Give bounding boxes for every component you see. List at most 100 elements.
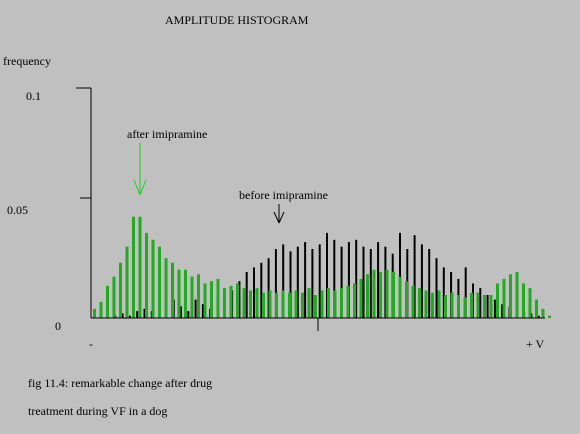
arrow-before-icon <box>273 204 285 224</box>
y-tick-label: 0 <box>55 319 61 333</box>
bar-after <box>476 292 480 318</box>
bar-after <box>528 288 532 318</box>
bar-after <box>229 285 233 318</box>
bar-after <box>125 246 129 318</box>
bar-after <box>392 272 395 318</box>
bar-after <box>359 278 363 318</box>
annotation-after-label: after imipramine <box>127 127 207 141</box>
bar-before <box>501 304 504 318</box>
bar-after <box>106 285 109 318</box>
bar-before <box>304 242 307 318</box>
bar-after <box>483 295 486 318</box>
figure-caption-line: treatment during VF in a dog <box>28 404 168 418</box>
bar-after <box>548 315 551 318</box>
bar-before <box>274 249 277 318</box>
bar-after <box>333 290 337 318</box>
bar-before <box>413 235 416 318</box>
bar-before <box>377 242 380 318</box>
bar-after <box>372 269 376 318</box>
y-tick-label: 0.1 <box>26 89 41 103</box>
bar-before <box>369 249 372 318</box>
bar-after <box>203 283 207 318</box>
figure-caption-line: fig 11.4: remarkable change after drug <box>28 376 213 390</box>
bar-before <box>136 311 139 318</box>
bar-after <box>262 292 265 318</box>
bar-after <box>255 288 259 318</box>
bar-before <box>194 299 197 318</box>
bar-before <box>121 313 124 318</box>
bar-after <box>236 283 239 318</box>
bar-before <box>428 249 431 318</box>
bar-before <box>493 299 496 318</box>
bar-before <box>355 239 358 318</box>
bar-after <box>301 292 304 318</box>
bar-after <box>294 290 298 318</box>
bar-before <box>442 267 445 318</box>
bar-after <box>268 290 272 318</box>
bar-after <box>281 290 285 318</box>
bar-after <box>145 232 148 318</box>
bar-before <box>333 239 336 318</box>
bar-after <box>489 295 493 318</box>
chart-title: AMPLITUDE HISTOGRAM <box>165 13 309 27</box>
bar-after <box>151 239 155 318</box>
bar-after <box>346 285 350 318</box>
bar-after <box>366 274 369 318</box>
bar-after <box>437 290 441 318</box>
bar-after <box>509 274 512 318</box>
bar-after <box>119 262 122 318</box>
bar-after <box>242 288 246 318</box>
bar-after <box>190 276 194 318</box>
bar-before <box>318 244 321 318</box>
bar-after <box>158 246 161 318</box>
x-tick-label: - <box>89 337 93 351</box>
bar-after <box>418 288 421 318</box>
bar-before <box>340 246 343 318</box>
bar-after <box>184 269 187 318</box>
bar-after <box>171 262 174 318</box>
bar-after <box>197 274 200 318</box>
bar-before <box>143 308 146 318</box>
bar-after <box>424 290 428 318</box>
bar-after <box>431 292 434 318</box>
bar-after <box>405 281 408 318</box>
bar-before <box>479 288 482 318</box>
bar-after <box>112 276 116 318</box>
x-tick-label: + V <box>526 337 545 351</box>
bar-after <box>307 288 311 318</box>
arrow-after-icon <box>133 143 147 196</box>
bar-before <box>260 262 263 318</box>
bar-before <box>384 246 387 318</box>
bar-after <box>411 285 415 318</box>
bar-after <box>99 301 103 318</box>
y-axis-label: frequency <box>3 54 51 68</box>
bar-before <box>399 232 401 318</box>
bar-after <box>210 281 213 318</box>
bar-after <box>327 288 330 318</box>
bar-after <box>379 272 382 318</box>
bar-before <box>253 267 255 318</box>
bar-after <box>288 292 291 318</box>
series-after-bars <box>93 216 551 318</box>
bar-after <box>522 283 525 318</box>
bar-before <box>420 244 423 318</box>
bar-after <box>138 216 142 318</box>
y-tick-label: 0.05 <box>7 203 28 217</box>
bar-before <box>128 315 131 318</box>
bar-before <box>282 244 285 318</box>
bar-after <box>340 288 343 318</box>
bar-after <box>444 295 447 318</box>
bar-after <box>353 283 356 318</box>
bar-after <box>275 292 278 318</box>
bar-after <box>216 278 220 318</box>
bar-before <box>362 246 365 318</box>
bar-before <box>464 267 467 318</box>
bar-before <box>435 258 438 318</box>
bar-after <box>93 308 96 318</box>
bar-after <box>502 278 506 318</box>
bar-after <box>457 295 460 318</box>
bar-after <box>450 292 454 318</box>
bar-before <box>311 249 314 318</box>
bar-before <box>347 242 350 318</box>
